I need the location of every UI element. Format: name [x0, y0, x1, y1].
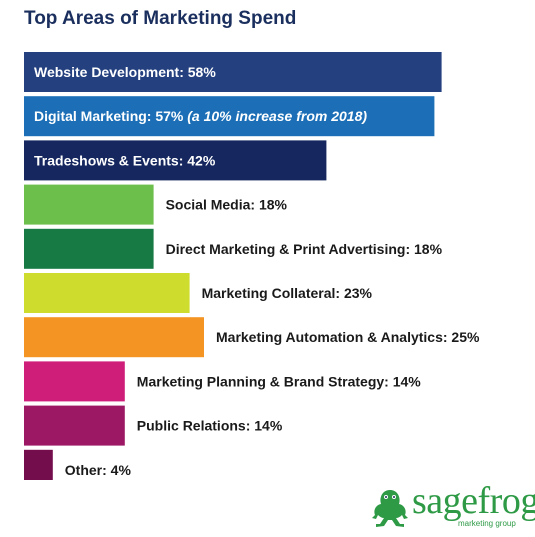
bar-label-3: Tradeshows & Events: 42% [34, 152, 216, 168]
bar-label-1: Website Development: 58% [34, 64, 216, 80]
bar-label-2: Digital Marketing: 57% (a 10% increase f… [34, 108, 367, 124]
bar-10 [24, 449, 53, 480]
bar-annotation-2: (a 10% increase from 2018) [183, 108, 367, 124]
bar-label-10: Other: 4% [65, 462, 132, 478]
logo-wordmark: sagefrog [412, 480, 535, 522]
bar-6 [24, 273, 190, 313]
bar-9 [24, 405, 125, 446]
bar-label-8: Marketing Planning & Brand Strategy: 14% [137, 373, 421, 389]
bar-label-4: Social Media: 18% [166, 197, 288, 213]
bar-3 [24, 140, 327, 181]
bar-1 [24, 52, 442, 92]
bar-5 [24, 228, 154, 269]
bar-2 [24, 96, 435, 137]
bar-label-6: Marketing Collateral: 23% [202, 285, 373, 301]
bar-8 [24, 361, 125, 402]
bar-7 [24, 317, 204, 358]
frog-icon [372, 490, 408, 527]
bar-chart: Website Development: 58% Digital Marketin… [24, 52, 480, 480]
logo-tagline: marketing group [458, 519, 516, 528]
bar-4 [24, 184, 154, 225]
sagefrog-logo: sagefrog marketing group [370, 482, 535, 534]
bar-label-7: Marketing Automation & Analytics: 25% [216, 329, 480, 345]
chart-title: Top Areas of Marketing Spend [24, 8, 297, 29]
bar-label-5: Direct Marketing & Print Advertising: 18… [166, 241, 443, 257]
bar-label-9: Public Relations: 14% [137, 418, 283, 434]
